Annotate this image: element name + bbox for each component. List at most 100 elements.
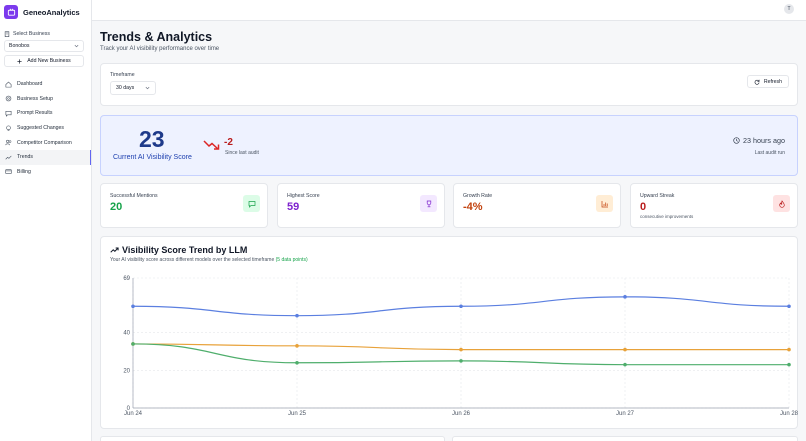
- sidebar-item-prompt-results[interactable]: Prompt Results: [0, 106, 91, 121]
- timeframe-card: Timeframe 30 days Refresh: [100, 63, 798, 106]
- bar-chart-icon: [596, 195, 613, 212]
- score-value: 23: [139, 126, 165, 152]
- y-tick-label: 69: [123, 276, 130, 282]
- data-point: [459, 359, 463, 363]
- page-title: Trends & Analytics: [100, 30, 213, 44]
- clock-icon: [733, 137, 740, 144]
- gear-icon: [5, 95, 12, 102]
- trend-chart-card: Visibility Score Trend by LLM Your AI vi…: [100, 236, 799, 429]
- refresh-label: Refresh: [763, 78, 782, 85]
- x-tick-label: Jun 25: [288, 411, 307, 417]
- stat-value: 0: [640, 201, 647, 213]
- last-audit-time: 23 hours ago: [733, 136, 785, 145]
- sidebar-nav: Dashboard Business Setup Prompt Results …: [0, 77, 91, 179]
- trend-line-chart: 0 20 40 69 Jun 24 Jun 25 Jun 26 Jun 27 Jun 28: [123, 276, 799, 417]
- stat-value: -4%: [463, 201, 483, 213]
- stat-card-growth-rate: Growth Rate -4%: [453, 183, 621, 228]
- last-audit-label: Last audit run: [754, 150, 785, 156]
- add-business-label: Add New Business: [27, 58, 71, 64]
- stat-label: Highest Score: [287, 193, 320, 199]
- stat-card-successful-mentions: Successful Mentions 20: [100, 183, 268, 228]
- stat-sub-label: consecutive improvements: [640, 214, 694, 219]
- sidebar-item-billing[interactable]: Billing: [0, 165, 91, 180]
- users-icon: [5, 139, 12, 146]
- stat-label: Upward Streak: [640, 193, 675, 199]
- add-business-button[interactable]: Add New Business: [4, 55, 84, 67]
- brand-logo-icon: [4, 5, 18, 19]
- stat-label: Successful Mentions: [110, 193, 158, 199]
- sidebar-item-competitor-comparison[interactable]: Competitor Comparison: [0, 135, 91, 150]
- sidebar-item-label: Billing: [17, 168, 31, 175]
- timeframe-value: 30 days: [116, 85, 135, 91]
- chevron-down-icon: [145, 86, 150, 90]
- data-point: [295, 313, 299, 318]
- plus-icon: [17, 58, 22, 64]
- sidebar-item-label: Dashboard: [17, 81, 43, 88]
- main-header: Trends & Analytics Track your AI visibil…: [100, 21, 798, 52]
- avatar[interactable]: T: [784, 4, 794, 14]
- data-point: [295, 360, 299, 365]
- refresh-icon: [754, 79, 760, 85]
- building-icon: [4, 31, 10, 37]
- chevron-down-icon: [74, 44, 79, 48]
- stat-value: 20: [110, 201, 123, 213]
- sidebar-item-suggested-changes[interactable]: Suggested Changes: [0, 121, 91, 136]
- data-point: [787, 347, 791, 352]
- data-point: [787, 304, 791, 309]
- visibility-score-card: 23 Current AI Visibility Score -2 Since …: [100, 115, 798, 176]
- data-point: [623, 362, 627, 367]
- card-icon: [5, 168, 12, 175]
- data-point: [131, 304, 135, 309]
- message-icon: [243, 195, 260, 212]
- message-icon: [5, 110, 12, 117]
- refresh-button[interactable]: Refresh: [746, 75, 789, 88]
- home-icon: [5, 81, 12, 88]
- business-select[interactable]: Bonobos: [4, 40, 84, 52]
- y-tick-label: 0: [127, 406, 131, 412]
- data-point: [295, 344, 299, 348]
- page-subtitle: Track your AI visibility performance ove…: [100, 46, 220, 52]
- x-tick-label: Jun 28: [780, 411, 799, 417]
- timeframe-select[interactable]: 30 days: [110, 81, 156, 95]
- data-point: [459, 304, 463, 309]
- sidebar-item-dashboard[interactable]: Dashboard: [0, 77, 91, 92]
- data-point: [787, 362, 791, 367]
- stat-value: 59: [287, 201, 300, 213]
- sidebar-item-label: Prompt Results: [17, 110, 53, 117]
- stat-card-highest-score: Highest Score 59: [277, 183, 445, 228]
- topbar: T: [92, 0, 806, 21]
- trend-icon: [110, 247, 119, 253]
- lower-card-left: [100, 436, 445, 441]
- data-points-note: (5 data points): [275, 257, 308, 263]
- business-select-value: Bonobos: [9, 43, 30, 49]
- x-tick-label: Jun 24: [124, 411, 143, 417]
- sidebar: GeneoAnalytics Select Business Bonobos A…: [0, 0, 92, 441]
- sidebar-item-label: Suggested Changes: [17, 125, 65, 132]
- sidebar-item-trends[interactable]: Trends: [0, 149, 91, 165]
- trophy-icon: [420, 195, 437, 212]
- timeframe-label: Timeframe: [110, 72, 135, 78]
- score-delta: -2: [224, 137, 233, 148]
- data-point: [623, 347, 627, 352]
- lower-card-right: [452, 436, 798, 441]
- stat-label: Growth Rate: [463, 193, 493, 199]
- trend-icon: [5, 154, 12, 161]
- sidebar-item-label: Business Setup: [17, 95, 54, 102]
- flame-icon: [773, 195, 790, 212]
- sidebar-item-label: Competitor Comparison: [17, 139, 72, 146]
- select-business-label: Select Business: [0, 24, 91, 40]
- chart-title: Visibility Score Trend by LLM: [110, 245, 247, 255]
- app-name: GeneoAnalytics: [23, 7, 80, 17]
- sidebar-item-business-setup[interactable]: Business Setup: [0, 92, 91, 107]
- stat-card-upward-streak: Upward Streak 0 consecutive improvements: [630, 183, 798, 228]
- score-label: Current AI Visibility Score: [113, 154, 192, 161]
- brand[interactable]: GeneoAnalytics: [0, 0, 91, 24]
- data-point: [623, 295, 627, 299]
- x-tick-label: Jun 26: [452, 411, 471, 417]
- chart-subtitle: Your AI visibility score across differen…: [110, 257, 308, 263]
- x-tick-label: Jun 27: [616, 411, 635, 417]
- data-point: [131, 342, 135, 346]
- y-tick-label: 40: [123, 331, 130, 337]
- lightbulb-icon: [5, 125, 12, 132]
- data-point: [459, 347, 463, 352]
